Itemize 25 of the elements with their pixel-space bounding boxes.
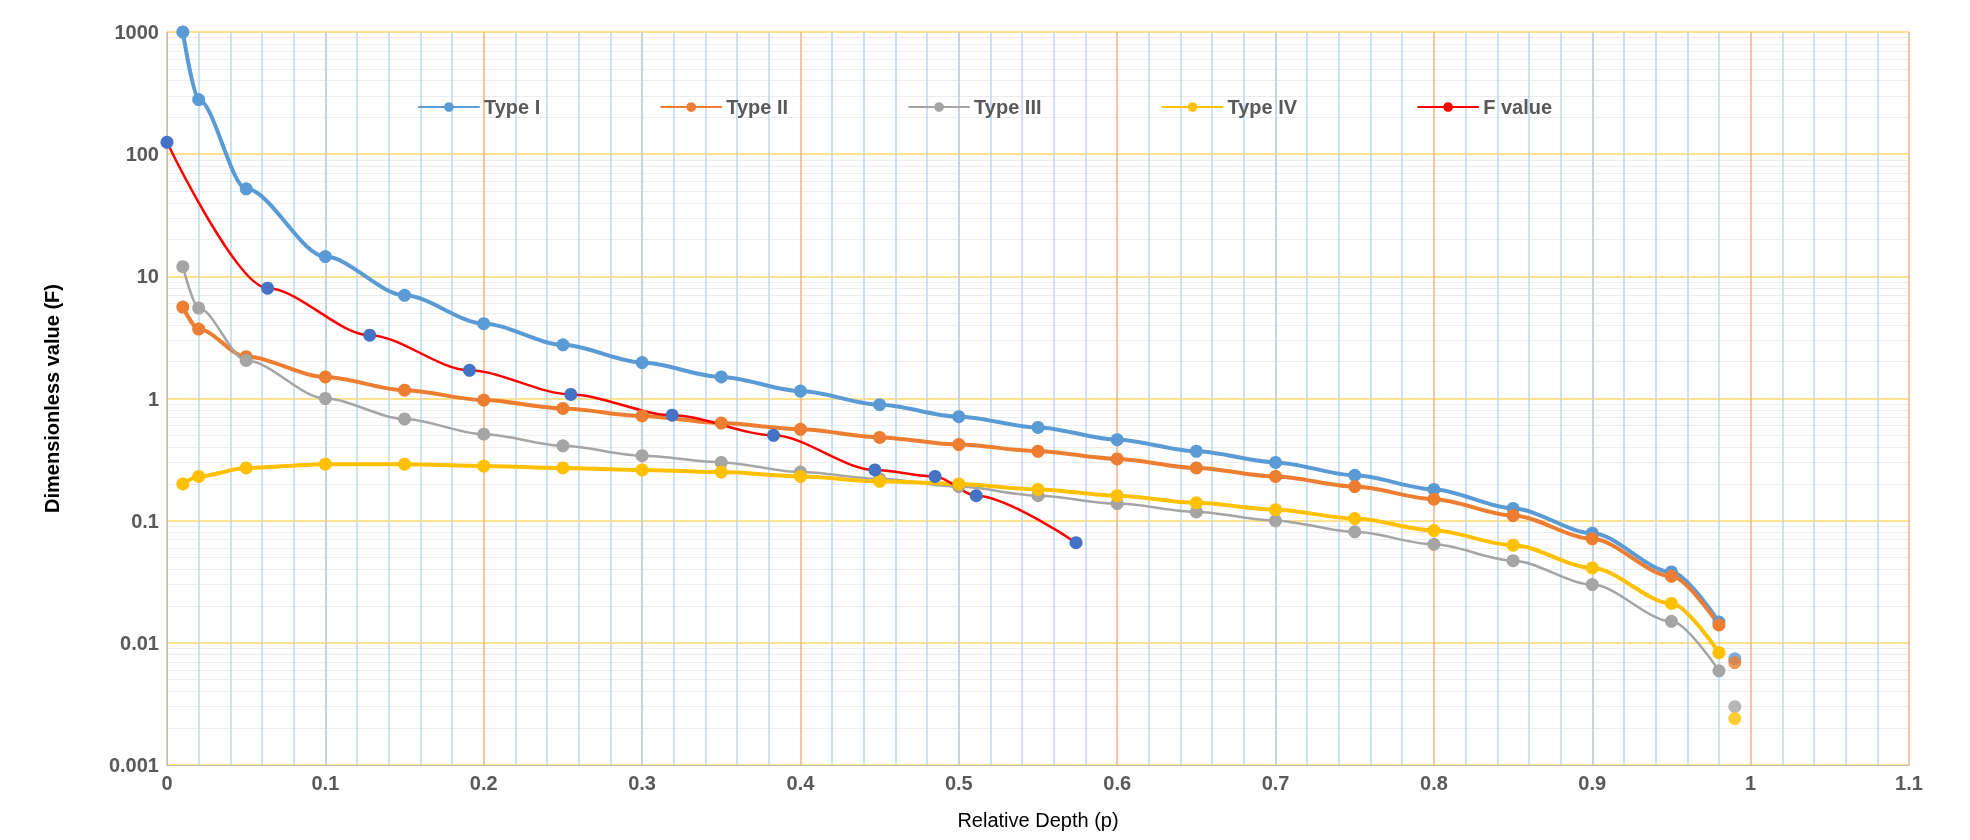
y-tick-label: 1000 [114, 21, 159, 43]
y-tick-label: 0.01 [120, 631, 159, 654]
x-tick-label: 1 [1745, 772, 1757, 794]
x-tick-label: 0.1 [311, 772, 340, 794]
legend-label: F value [1483, 96, 1553, 118]
x-tick-label: 0.2 [469, 772, 498, 794]
x-tick-label: 0.8 [1420, 772, 1448, 794]
legend-label: Type III [974, 96, 1042, 118]
y-tick-label: 1 [147, 387, 159, 410]
y-tick-label: 0.1 [131, 509, 159, 532]
x-tick-label: 0.5 [944, 772, 973, 794]
y-tick-label: 100 [125, 143, 159, 166]
y-tick-label: 10 [136, 265, 159, 288]
x-tick-label: 0.7 [1261, 772, 1290, 794]
legend-label: Type II [726, 96, 789, 118]
x-axis-title: Relative Depth (p) [957, 809, 1119, 831]
legend-label: Type IV [1227, 96, 1298, 118]
x-tick-label: 0 [161, 772, 173, 794]
y-tick-label: 0.001 [108, 754, 159, 776]
y-axis-title: Dimensionless value (F) [41, 284, 63, 513]
x-tick-label: 0.9 [1578, 772, 1607, 794]
x-tick-label: 0.3 [628, 772, 656, 794]
x-tick-label: 0.4 [786, 772, 816, 794]
x-tick-label: 0.6 [1103, 772, 1132, 794]
x-tick-label: 1.1 [1895, 772, 1923, 794]
